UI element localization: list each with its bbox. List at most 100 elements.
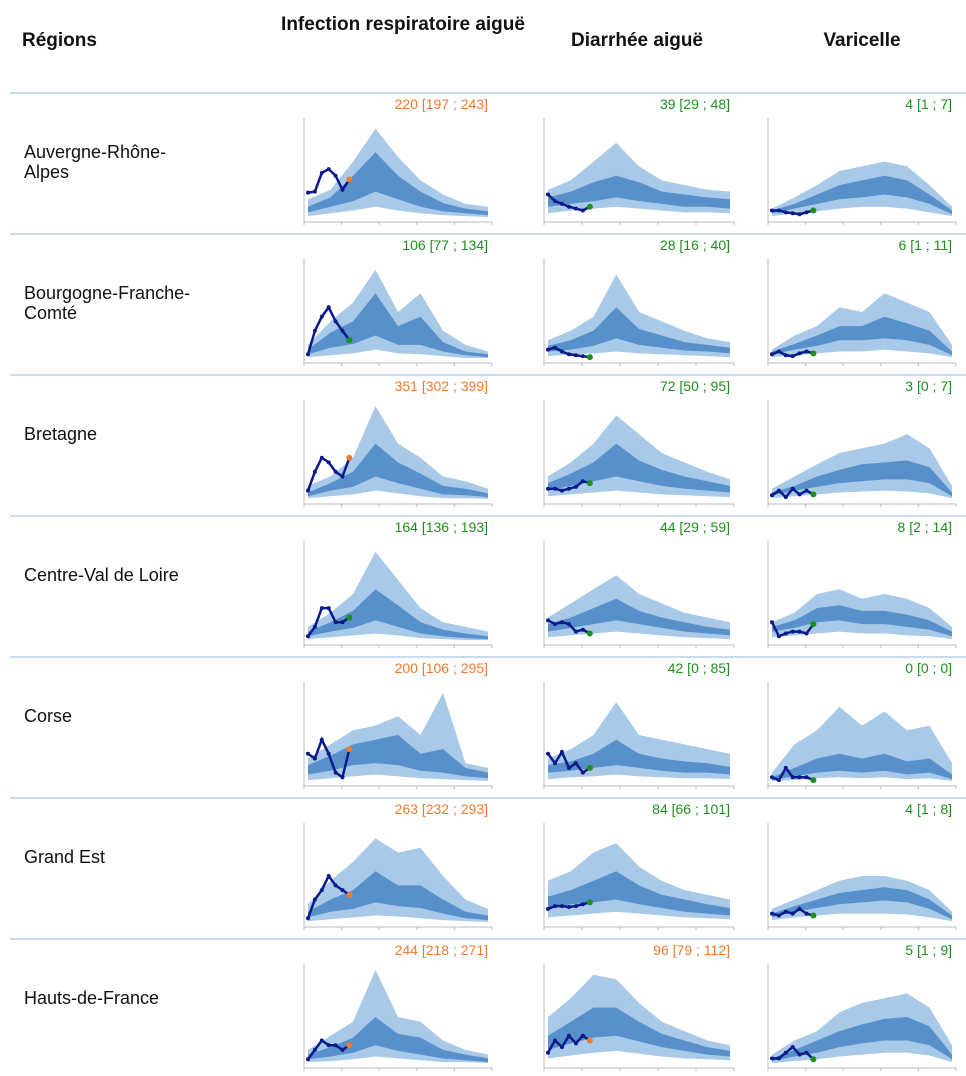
- observed-point: [790, 775, 795, 780]
- forecast-label: 5 [1 ; 9]: [905, 942, 952, 958]
- latest-point: [586, 764, 593, 771]
- observed-point: [306, 634, 310, 639]
- inner-band: [772, 1017, 952, 1062]
- forecast-label: 44 [29 ; 59]: [659, 519, 730, 535]
- forecast-label: 4 [1 ; 8]: [905, 801, 952, 817]
- region-name: Bretagne: [24, 424, 98, 444]
- observed-point: [312, 897, 317, 902]
- observed-point: [566, 204, 571, 209]
- observed-point: [797, 775, 802, 780]
- latest-point: [346, 337, 353, 344]
- observed-point: [776, 634, 781, 639]
- observed-point: [552, 486, 557, 491]
- latest-point: [810, 621, 817, 628]
- sparkline: [767, 259, 957, 366]
- observed-point: [783, 631, 788, 636]
- inner-band: [772, 753, 952, 781]
- observed-point: [573, 761, 578, 766]
- sparkline: [543, 400, 735, 507]
- observed-point: [333, 770, 338, 775]
- observed-point: [804, 1050, 809, 1055]
- sparkline: [767, 964, 957, 1071]
- observed-point: [790, 354, 795, 359]
- observed-point: [804, 488, 809, 493]
- observed-point: [312, 469, 317, 474]
- forecast-label: 72 [50 ; 95]: [659, 378, 730, 394]
- observed-point: [770, 352, 774, 357]
- inner-band: [308, 735, 488, 779]
- inner-band: [548, 175, 730, 209]
- observed-point: [573, 353, 578, 358]
- observed-point: [559, 201, 564, 206]
- header-column: Diarrhée aiguë: [571, 30, 703, 51]
- region-name: Corse: [24, 706, 73, 726]
- forecast-label: 39 [29 ; 48]: [659, 96, 730, 112]
- observed-point: [326, 1043, 331, 1048]
- header-column: Infection respiratoire aiguë: [281, 14, 525, 35]
- observed-point: [306, 488, 310, 493]
- observed-point: [770, 493, 774, 498]
- observed-point: [797, 492, 802, 497]
- observed-point: [580, 479, 585, 484]
- latest-point: [586, 203, 593, 210]
- observed-point: [580, 770, 585, 775]
- observed-point: [797, 906, 802, 911]
- observed-point: [546, 1050, 550, 1055]
- observed-point: [566, 765, 571, 770]
- observed-point: [559, 904, 564, 909]
- observed-point: [546, 347, 550, 352]
- observed-point: [783, 495, 788, 500]
- observed-point: [770, 1056, 774, 1061]
- forecast-label: 8 [2 ; 14]: [897, 519, 952, 535]
- inner-band: [772, 887, 952, 920]
- observed-point: [306, 751, 310, 756]
- observed-point: [573, 904, 578, 909]
- latest-point: [810, 1056, 817, 1063]
- observed-point: [783, 909, 788, 914]
- observed-point: [776, 349, 781, 354]
- observed-point: [546, 906, 550, 911]
- forecast-label: 6 [1 ; 11]: [898, 237, 952, 253]
- observed-point: [797, 629, 802, 634]
- observed-point: [546, 618, 550, 623]
- forecast-label: 244 [218 ; 271]: [394, 942, 488, 958]
- observed-point: [770, 620, 774, 625]
- observed-point: [776, 208, 781, 213]
- observed-point: [312, 328, 317, 333]
- observed-point: [306, 916, 310, 921]
- region-name: Grand Est: [24, 847, 106, 867]
- observed-point: [333, 173, 338, 178]
- forecast-label: 106 [77 ; 134]: [402, 237, 488, 253]
- sparkline: [543, 682, 735, 789]
- observed-point: [566, 905, 571, 910]
- observed-point: [546, 751, 550, 756]
- observed-point: [306, 190, 310, 195]
- region-name: Hauts-de-France: [24, 988, 160, 1008]
- observed-point: [566, 1033, 571, 1038]
- inner-band: [772, 175, 952, 215]
- observed-point: [333, 1043, 338, 1048]
- observed-point: [552, 1038, 557, 1043]
- observed-point: [580, 902, 585, 907]
- observed-point: [546, 486, 550, 491]
- observed-point: [566, 486, 571, 491]
- observed-point: [319, 170, 324, 175]
- sparkline: [303, 964, 493, 1071]
- observed-point: [559, 1045, 564, 1050]
- observed-point: [340, 620, 345, 625]
- region-name: Auvergne-Rhône-Alpes: [24, 142, 167, 182]
- observed-point: [552, 904, 557, 909]
- sparkline: [543, 118, 735, 225]
- observed-point: [580, 208, 585, 213]
- latest-point: [346, 614, 353, 621]
- observed-point: [326, 167, 331, 172]
- inner-band: [548, 739, 730, 775]
- observed-point: [770, 208, 774, 213]
- observed-point: [783, 353, 788, 358]
- observed-point: [326, 460, 331, 465]
- header-region: Régions: [22, 30, 97, 51]
- observed-point: [319, 455, 324, 460]
- forecast-label: 220 [197 ; 243]: [394, 96, 488, 112]
- forecast-label: 84 [66 ; 101]: [652, 801, 730, 817]
- inner-band: [308, 1017, 488, 1063]
